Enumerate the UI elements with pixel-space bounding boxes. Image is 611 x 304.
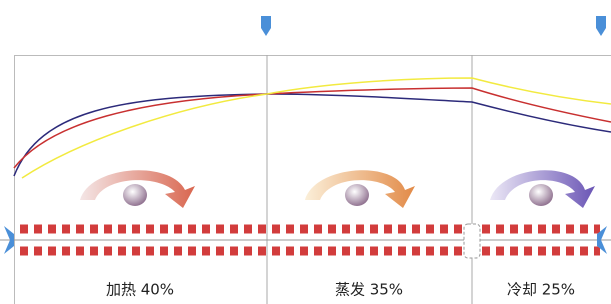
curve <box>22 78 611 178</box>
marker <box>596 16 606 36</box>
evap-arrow <box>305 170 415 208</box>
section-label: 蒸发 35% <box>335 281 403 299</box>
page: 加热 40% 蒸发 35% 冷却 25% (() => { const data… <box>0 0 611 304</box>
section-label: 冷却 25% <box>507 281 575 299</box>
section-label: 加热 40% <box>106 281 174 299</box>
joint <box>464 224 480 258</box>
heat-arrow <box>80 170 195 208</box>
curve <box>14 94 611 176</box>
cool-arrow <box>490 170 595 208</box>
curve <box>14 88 611 168</box>
marker <box>261 16 271 36</box>
process-diagram: 加热 40% 蒸发 35% 冷却 25% <box>0 0 611 304</box>
